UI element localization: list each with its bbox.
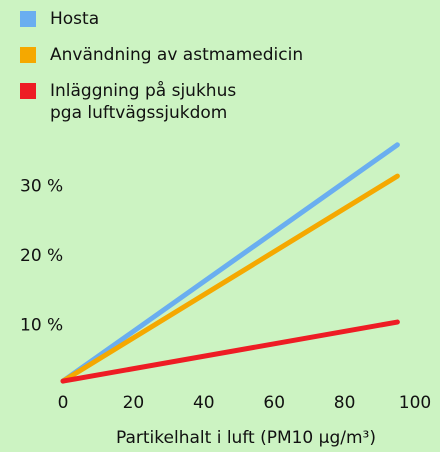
x-tick-label: 40 bbox=[193, 393, 215, 413]
legend: Hosta Användning av astmamedicin Inläggnin… bbox=[20, 8, 303, 138]
x-tick-label: 60 bbox=[263, 393, 285, 413]
y-tick-label: 10 % bbox=[20, 316, 63, 336]
x-tick-label: 100 bbox=[399, 393, 431, 413]
series-line bbox=[60, 142, 400, 384]
legend-label: Inläggning på sjukhus pga luftvägssjukdo… bbox=[50, 81, 237, 123]
legend-label: Hosta bbox=[50, 9, 100, 29]
y-tick-label: 30 % bbox=[20, 177, 63, 197]
legend-label: Användning av astmamedicin bbox=[50, 45, 304, 65]
legend-item: Hosta bbox=[20, 8, 303, 30]
series-line bbox=[60, 319, 400, 384]
y-tick-label: 20 % bbox=[20, 246, 63, 266]
legend-swatch bbox=[20, 47, 36, 63]
x-axis-label: Partikelhalt i luft (PM10 µg/m³) bbox=[116, 428, 376, 448]
x-tick-label: 20 bbox=[123, 393, 145, 413]
legend-item: Användning av astmamedicin bbox=[20, 44, 303, 66]
x-tick-label: 0 bbox=[58, 393, 69, 413]
x-tick-label: 80 bbox=[334, 393, 356, 413]
series-line bbox=[60, 173, 400, 384]
legend-swatch bbox=[20, 83, 36, 99]
legend-item: Inläggning på sjukhus pga luftvägssjukdo… bbox=[20, 80, 303, 124]
legend-swatch bbox=[20, 11, 36, 27]
